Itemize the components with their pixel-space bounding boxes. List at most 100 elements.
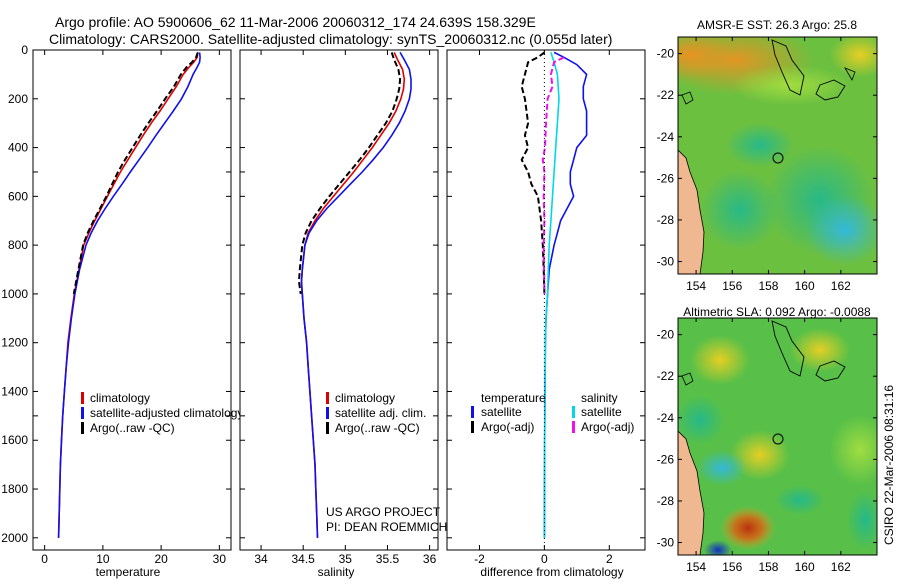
title-line-1: Argo profile: AO 5900606_62 11-Mar-2006 … (55, 14, 536, 30)
sla-teal-west (678, 395, 725, 445)
sla-coastline (678, 430, 705, 555)
temperature-panel: 0 200 400 600 800 1000 1200 1400 1600 1800 2000 0 1… (1, 43, 243, 579)
map-lat-tick-label: -28 (657, 213, 675, 227)
depth-tick-label: 800 (8, 238, 28, 252)
legend-salinity-title: salinity (581, 391, 618, 405)
legend-salinity-argo: Argo(-adj) (581, 420, 634, 434)
depth-tick-label: 2000 (1, 531, 28, 545)
sla-warm-eddy (720, 506, 776, 550)
depth-tick-label: 0 (21, 43, 28, 57)
t-xtick-label: 10 (96, 552, 110, 566)
depth-tick-label: 1200 (1, 336, 28, 350)
t-xtick-label: 20 (154, 552, 168, 566)
sla-map-axes: 154 156 158 160 162 -20 -22 -24 -26 -28 -30 (657, 318, 877, 574)
sla-field (678, 318, 877, 555)
map-lat-tick-label: -24 (657, 411, 675, 425)
sla-lime-east (830, 415, 877, 485)
sst-map-frame (677, 36, 878, 275)
map-lat-tick-label: -26 (657, 452, 675, 466)
difference-legend: temperature salinity satellite Argo(-adj… (471, 391, 634, 434)
sla-reef-east (815, 360, 846, 382)
series-line-argo-raw-qc (72, 52, 199, 295)
sst-map: 154 156 158 160 162 -20 -22 -24 -26 -28 -30 (657, 36, 878, 293)
salinity-axes-frame (239, 49, 439, 551)
sst-reef-west (681, 91, 694, 105)
sst-reef-northeast (844, 67, 856, 81)
sla-map: 154 156 158 160 162 -20 -22 -24 -26 -28 -30 (657, 317, 878, 574)
t-xtick-label: 30 (213, 552, 227, 566)
legend-temperature-title: temperature (481, 391, 546, 405)
legend-salinity-satellite: satellite (581, 405, 622, 419)
map-lat-tick-label: -20 (657, 47, 675, 61)
pi-annotation: PI: DEAN ROEMMICH (326, 520, 447, 534)
sla-reef-west (681, 372, 694, 386)
legend-swatch-satellite-adjusted-climatology (81, 407, 84, 419)
legend-label-climatology: climatology (90, 391, 150, 405)
map-lat-tick-label: -20 (657, 328, 675, 342)
sst-field (678, 37, 877, 274)
map-lat-tick-label: -30 (657, 255, 675, 269)
map-lat-tick-label: -28 (657, 494, 675, 508)
depth-tick-label: 600 (8, 189, 28, 203)
salinity-x-axis: 34 34.5 35 35.5 36 (240, 49, 438, 566)
salinity-panel: 34 34.5 35 35.5 36 salinity climatologysatel… (239, 49, 447, 579)
sst-cool-west (700, 170, 780, 250)
map-lat-tick-label: -24 (657, 130, 675, 144)
legend-label-climatology: climatology (335, 391, 395, 405)
legend-label-satellite-adjusted-climatology: satellite-adjusted climatology (90, 406, 243, 420)
s-xtick-label: 34 (254, 552, 268, 566)
map-lat-tick-label: -22 (657, 88, 675, 102)
sst-cool-center (725, 123, 795, 167)
d-xtick-label: 2 (606, 552, 613, 566)
series-line-argo-raw-qc (297, 52, 402, 295)
depth-tick-label: 1400 (1, 384, 28, 398)
map-lat-tick-label: -22 (657, 369, 675, 383)
temperature-x-label: temperature (96, 565, 161, 579)
s-xtick-label: 34.5 (292, 552, 316, 566)
sst-map-axes: 154 156 158 160 162 -20 -22 -24 -26 -28 -30 (657, 37, 877, 293)
sst-argo-location-marker (772, 152, 784, 164)
map-lon-tick-label: 154 (686, 560, 706, 574)
legend-swatch-salinity-argo (572, 421, 575, 433)
sst-map-title: AMSR-E SST: 26.3 Argo: 25.8 (697, 18, 857, 32)
legend-label-argo-raw-qc: Argo(..raw -QC) (335, 421, 420, 435)
legend-label-satellite-adj-clim: satellite adj. clim. (335, 406, 426, 420)
sst-cold-core (805, 195, 877, 265)
difference-series (520, 50, 588, 550)
legend-swatch-argo-raw-qc (326, 422, 329, 434)
difference-x-label: difference from climatology (480, 565, 623, 579)
s-xtick-label: 36 (423, 552, 437, 566)
map-lon-tick-label: 156 (722, 560, 742, 574)
depth-tick-label: 400 (8, 141, 28, 155)
credit-stamp: CSIRO 22-Mar-2006 08:31:16 (882, 385, 896, 545)
legend-swatch-climatology (81, 392, 84, 404)
map-lat-tick-label: -26 (657, 171, 675, 185)
depth-axis: 0 200 400 600 800 1000 1200 1400 1600 1800 2000 (1, 43, 28, 545)
depth-tick-label: 200 (8, 92, 28, 106)
sst-lime-band (730, 65, 850, 105)
map-lon-tick-label: 162 (831, 560, 851, 574)
sla-map-frame (677, 317, 878, 556)
legend-temperature-argo: Argo(-adj) (481, 420, 534, 434)
sst-warm-east (830, 37, 877, 77)
salinity-x-label: salinity (318, 565, 355, 579)
salinity-series (297, 52, 412, 538)
series-line-satellite-adj-clim (300, 52, 412, 538)
sla-map-title: Altimetric SLA: 0.092 Argo: -0.0088 (683, 305, 871, 319)
title-line-2: Climatology: CARS2000. Satellite-adjuste… (49, 31, 612, 47)
map-lon-tick-label: 160 (795, 560, 815, 574)
sla-cold-eddy (697, 450, 747, 486)
map-lon-tick-label: 154 (686, 279, 706, 293)
legend-swatch-salinity-satellite (572, 406, 575, 418)
depth-tick-label: 1800 (1, 482, 28, 496)
sla-new-caledonia-reef (771, 320, 805, 377)
legend-temperature-satellite: satellite (481, 405, 522, 419)
map-lat-tick-label: -30 (657, 536, 675, 550)
series-line-salinity-satellite (543, 52, 560, 538)
d-xtick-label: -2 (474, 552, 485, 566)
d-xtick-label: 0 (541, 552, 548, 566)
